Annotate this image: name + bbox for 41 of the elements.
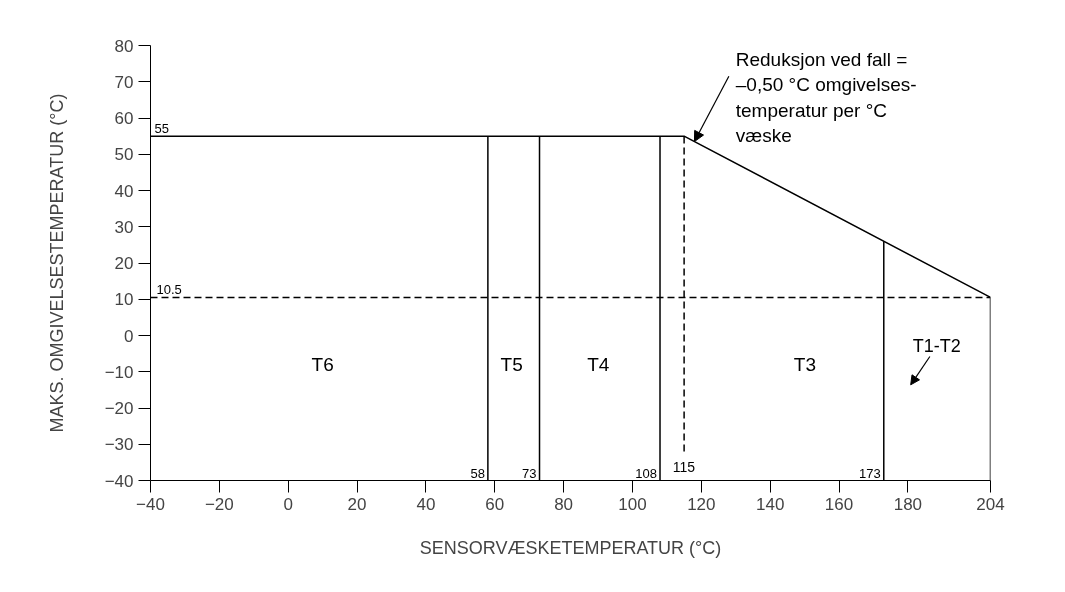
y-tick-label: 10 [114, 290, 134, 310]
annotation: T1-T2 [912, 335, 961, 356]
y-tick-label: 60 [114, 109, 134, 128]
y-tick-label: −40 [104, 471, 134, 491]
annotation: 58 [470, 465, 485, 481]
x-tick-label: 100 [618, 494, 647, 514]
annotation: T4 [587, 353, 610, 375]
y-tick-label: −30 [104, 435, 134, 455]
y-tick-label: 0 [124, 326, 134, 346]
y-axis-title: MAKS. OMGIVELSESTEMPERATUR (°C) [46, 93, 67, 433]
x-tick-label: 180 [893, 494, 923, 514]
annotation: T6 [311, 353, 334, 375]
annotation: 55 [154, 121, 169, 137]
annotation: 173 [859, 465, 881, 481]
annotation: T3 [793, 353, 816, 375]
y-tick-label: 20 [114, 254, 134, 273]
y-tick-label: 40 [114, 181, 134, 201]
annotation: 115 [672, 458, 696, 475]
x-tick-label: 140 [755, 494, 785, 514]
y-tick-label: −10 [104, 362, 134, 382]
x-axis-title: SENSORVÆSKETEMPERATUR (°C) [419, 537, 722, 558]
x-tick-label: 204 [976, 494, 1005, 514]
x-tick-label: −40 [136, 494, 165, 514]
y-tick-label: 70 [114, 72, 134, 92]
x-tick-label: 60 [485, 494, 505, 514]
annotation: T5 [500, 353, 523, 375]
y-tick-label: −20 [104, 399, 134, 418]
x-tick-label: 0 [283, 494, 293, 514]
x-tick-label: 20 [347, 494, 367, 514]
y-tick-label: 50 [114, 145, 134, 165]
x-tick-label: −20 [204, 494, 234, 514]
annotation: 73 [522, 465, 537, 481]
x-tick-label: 80 [554, 494, 574, 514]
annotation: Reduksjon ved fall = –0,50 °C omgivelses- temperatur per °C væske [735, 49, 917, 146]
annotation: 108 [635, 465, 658, 481]
y-tick-label: 80 [114, 36, 134, 56]
annotation: 10.5 [156, 282, 182, 298]
x-tick-label: 40 [416, 494, 436, 514]
y-tick-label: 30 [114, 217, 134, 237]
x-tick-label: 120 [687, 494, 716, 514]
x-tick-label: 160 [824, 494, 854, 514]
